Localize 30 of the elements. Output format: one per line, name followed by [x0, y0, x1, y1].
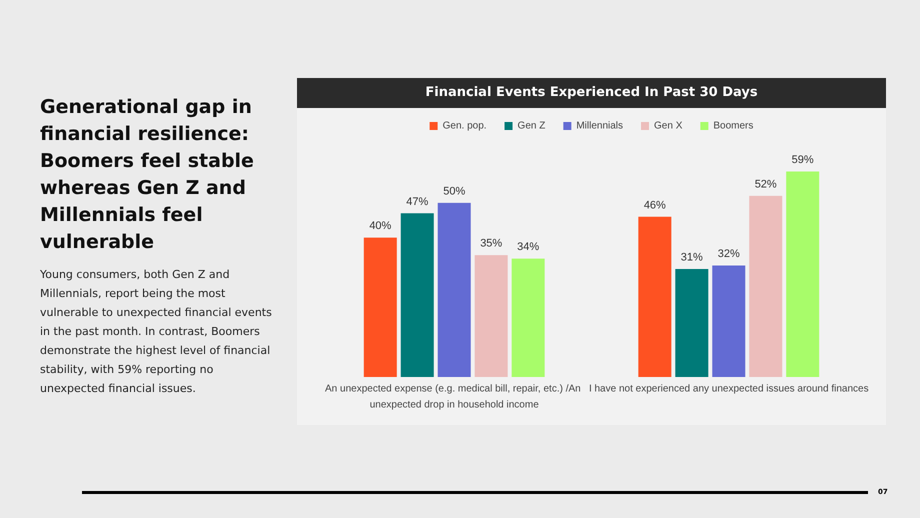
bar — [474, 255, 508, 377]
x-tick-label: An unexpected expense (e.g. medical bill, repair, etc.) /An unexpected drop in household income — [325, 384, 584, 410]
data-label: 32% — [718, 248, 740, 260]
bar — [400, 213, 434, 377]
x-tick-label: I have not experienced any unexpected issues around finances — [588, 384, 869, 394]
bar — [712, 266, 746, 377]
legend-label: Gen. pop. — [442, 120, 487, 132]
chart-title: Financial Events Experienced In Past 30 Days — [297, 78, 886, 108]
data-label: 40% — [369, 220, 392, 232]
data-label: 34% — [517, 241, 540, 254]
data-label: 52% — [754, 178, 777, 190]
legend-label: Gen X — [654, 120, 683, 132]
bar — [675, 269, 708, 377]
legend-label: Millennials — [576, 120, 624, 132]
data-label: 31% — [680, 252, 704, 264]
bar — [438, 202, 471, 377]
data-label: 47% — [406, 196, 429, 208]
bar — [786, 171, 820, 377]
bar — [512, 258, 545, 377]
text: Generational gap in financial resilience: Boomers feel stable whereas Gen Z and Millennials feel vulnerable — [40, 95, 255, 255]
bar — [749, 196, 782, 377]
data-label: 46% — [644, 199, 666, 212]
legend-label: Boomers — [713, 120, 754, 132]
bar — [364, 238, 397, 377]
text: Young consumers, both Gen Z and Millennials, report being the most vulnerable to unexpected financial events in the past month. In contrast, Boomers demonstrate the highest level of financial stability, with 59% reporting no unexpected financial issues. — [40, 267, 273, 397]
data-label: 59% — [792, 154, 814, 166]
data-label: 35% — [480, 238, 502, 250]
bar — [638, 216, 672, 377]
legend-label: Gen Z — [518, 120, 546, 132]
data-label: 50% — [443, 185, 466, 198]
